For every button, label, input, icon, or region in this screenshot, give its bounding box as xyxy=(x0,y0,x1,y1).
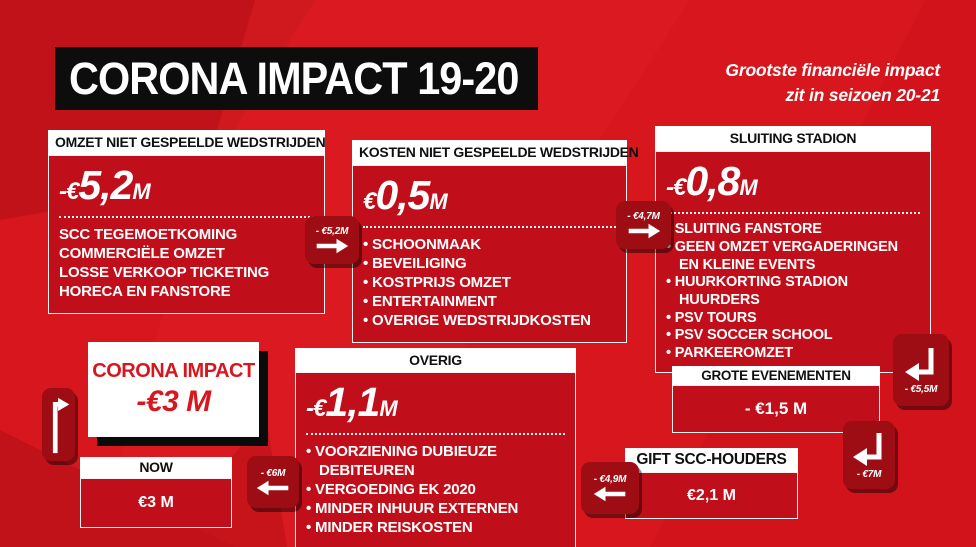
panel-overig-header: OVERIG xyxy=(295,348,576,372)
value-suffix: M xyxy=(132,179,151,204)
flow-badge-4-7m: - €4,7M xyxy=(616,201,671,249)
panel-overig: OVERIG -€1,1M • VOORZIENING DUBIEUZE DEB… xyxy=(295,348,576,547)
arrow-up-right-icon xyxy=(52,397,69,453)
flow-badge-5-5m: - €5,5M xyxy=(893,334,949,406)
list-item: • KOSTPRIJS OMZET xyxy=(363,274,511,292)
flow-badge-6m: - €6M xyxy=(247,456,299,508)
list-item: • SCHOONMAAK xyxy=(363,236,481,254)
flow-badge-label: - €5,5M xyxy=(904,383,938,395)
panel-kosten-body: €0,5M • SCHOONMAAK • BEVEILIGING • KOSTPRI… xyxy=(352,165,627,344)
panel-omzet-value: -€5,2M xyxy=(59,162,314,209)
list-item: • OVERIGE WEDSTRIJDKOSTEN xyxy=(363,312,591,330)
arrow-left-icon xyxy=(256,480,289,495)
list-item: • VERGOEDING EK 2020 xyxy=(306,481,476,499)
now-value: €3 M xyxy=(80,478,232,528)
page-title: CORONA IMPACT 19-20 xyxy=(69,52,519,104)
panel-sluiting-header: SLUITING STADION xyxy=(655,126,931,151)
value-amount: 0,8 xyxy=(685,158,740,204)
corona-impact-value: -€3 M xyxy=(136,385,211,418)
arrow-left-icon xyxy=(593,486,626,501)
value-prefix: -€ xyxy=(59,178,79,205)
list-item: • MINDER INHUUR EXTERNEN xyxy=(306,500,519,518)
panel-sluiting: SLUITING STADION -€0,8M • SLUITING FANST… xyxy=(655,126,931,373)
arrow-right-icon xyxy=(316,238,349,253)
list-item: LOSSE VERKOOP TICKETING xyxy=(59,264,270,282)
list-item: • SLUITING FANSTORE xyxy=(666,221,822,238)
flow-badge-4-9m: - €4,9M xyxy=(581,462,639,514)
list-item: HORECA EN FANSTORE xyxy=(59,283,231,301)
panel-omzet-header: OMZET NIET GESPEELDE WEDSTRIJDEN xyxy=(48,130,326,155)
panel-overig-body: -€1,1M • VOORZIENING DUBIEUZE DEBITEUREN… xyxy=(295,372,576,547)
flow-badge-up xyxy=(42,388,75,461)
subtitle-line-2: zit in seizoen 20-21 xyxy=(785,84,940,105)
arrow-right-icon xyxy=(628,223,660,238)
panel-kosten-header: KOSTEN NIET GESPEELDE WEDSTRIJDEN xyxy=(352,140,639,165)
list-item: • PARKEEROMZET xyxy=(666,344,793,361)
box-gift-scc-houders: GIFT SCC-HOUDERS €2,1 M xyxy=(625,448,798,519)
list-item: • VOORZIENING DUBIEUZE DEBITEUREN xyxy=(306,443,497,480)
page-title-box: CORONA IMPACT 19-20 xyxy=(55,47,538,110)
corona-impact-label: CORONA IMPACT xyxy=(92,360,255,382)
panel-omzet-body: -€5,2M SCC TEGEMOETKOMING COMMERCIËLE OMZ… xyxy=(48,155,325,315)
subtitle: Grootste financiële impact zit in seizoe… xyxy=(640,58,940,108)
arrow-down-left-icon xyxy=(853,432,882,466)
flow-badge-label: - €4,7M xyxy=(627,210,660,222)
list-item: • PSV TOURS xyxy=(666,309,757,326)
value-suffix: M xyxy=(429,189,448,214)
flow-badge-7m: - €7M xyxy=(843,421,895,489)
list-item: • HUURKORTING STADION HUURDERS xyxy=(666,274,848,308)
flow-badge-label: - €4,9M xyxy=(593,473,627,485)
corona-impact-total-box: CORONA IMPACT -€3 M xyxy=(88,342,259,437)
dotted-separator xyxy=(666,212,920,215)
gift-scc-houders-value: €2,1 M xyxy=(625,472,798,519)
value-prefix: -€ xyxy=(666,174,686,201)
list-item: • BEVEILIGING xyxy=(363,255,467,273)
box-now: NOW €3 M xyxy=(80,457,232,528)
value-prefix: € xyxy=(363,188,376,215)
dotted-separator xyxy=(363,226,616,229)
panel-omzet: OMZET NIET GESPEELDE WEDSTRIJDEN -€5,2M … xyxy=(48,130,326,315)
flow-badge-label: - €5,2M xyxy=(315,225,349,237)
list-item: • ENTERTAINMENT xyxy=(363,293,497,311)
panel-sluiting-items: • SLUITING FANSTORE • GEEN OMZET VERGADER… xyxy=(666,221,920,363)
value-amount: 0,5 xyxy=(375,172,430,218)
value-prefix: -€ xyxy=(306,395,326,422)
dotted-separator xyxy=(59,216,314,219)
value-suffix: M xyxy=(379,396,398,421)
value-suffix: M xyxy=(739,175,758,200)
value-amount: 5,2 xyxy=(78,162,133,208)
list-item: COMMERCIËLE OMZET xyxy=(59,245,225,263)
flow-badge-label: - €7M xyxy=(856,468,882,480)
list-item: • GEEN OMZET VERGADERINGEN EN KLEINE EVE… xyxy=(666,238,898,273)
list-item: • MINDER REISKOSTEN xyxy=(306,519,473,537)
panel-overig-value: -€1,1M xyxy=(306,379,565,426)
list-item: • PSV SOCCER SCHOOL xyxy=(666,327,833,344)
panel-sluiting-body: -€0,8M • SLUITING FANSTORE • GEEN OMZET V… xyxy=(655,151,931,373)
panel-kosten-items: • SCHOONMAAK • BEVEILIGING • KOSTPRIJS OMZ… xyxy=(363,235,616,330)
subtitle-line-1: Grootste financiële impact xyxy=(725,60,940,80)
panel-omzet-items: SCC TEGEMOETKOMING COMMERCIËLE OMZET LOSSE… xyxy=(59,225,314,301)
list-item: SCC TEGEMOETKOMING xyxy=(59,226,238,244)
gift-scc-houders-header: GIFT SCC-HOUDERS xyxy=(625,448,798,472)
grote-evenementen-header: GROTE EVENEMENTEN xyxy=(672,366,880,385)
dotted-separator xyxy=(306,433,565,436)
panel-overig-items: • VOORZIENING DUBIEUZE DEBITEUREN • VERGO… xyxy=(306,442,565,537)
panel-sluiting-value: -€0,8M xyxy=(666,158,920,205)
value-amount: 1,1 xyxy=(325,379,380,425)
panel-kosten-value: €0,5M xyxy=(363,172,616,219)
flow-badge-label: - €6M xyxy=(260,467,286,479)
panel-kosten: KOSTEN NIET GESPEELDE WEDSTRIJDEN €0,5M … xyxy=(352,140,639,344)
arrow-down-left-icon xyxy=(905,347,934,381)
now-header: NOW xyxy=(80,457,232,478)
flow-badge-5-2m: - €5,2M xyxy=(305,216,359,264)
